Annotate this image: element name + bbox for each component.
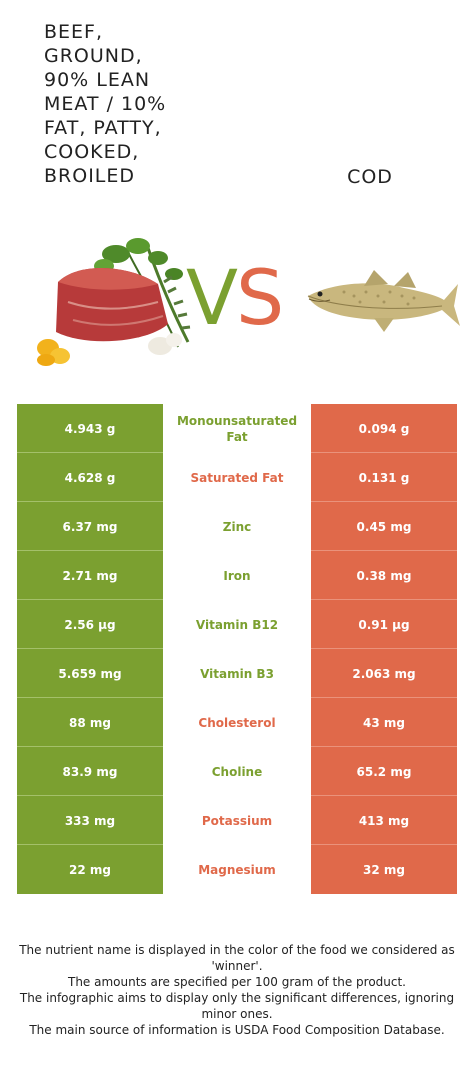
table-row: 5.659 mg Vitamin B3 2.063 mg: [17, 649, 457, 698]
footer-line-4: The main source of information is USDA F…: [29, 1023, 445, 1037]
row-divider-right: [311, 599, 457, 600]
nutrient-name: Magnesium: [163, 845, 311, 894]
left-value: 6.37 mg: [17, 502, 163, 551]
beef-image: [37, 238, 191, 366]
food-left-title: BEEF, GROUND, 90% LEAN MEAT / 10% FAT, P…: [44, 21, 167, 187]
row-divider-left: [17, 501, 163, 502]
row-divider-right: [311, 452, 457, 453]
cod-image: [307, 270, 460, 332]
row-divider-right: [311, 501, 457, 502]
left-value: 88 mg: [17, 698, 163, 747]
left-value: 4.943 g: [17, 404, 163, 453]
row-divider-right: [311, 550, 457, 551]
nutrient-name: Iron: [163, 551, 311, 600]
footer-line-2: The amounts are specified per 100 gram o…: [67, 975, 406, 989]
row-divider-left: [17, 844, 163, 845]
food-right-title: COD: [347, 166, 393, 188]
table-row: 2.56 µg Vitamin B12 0.91 µg: [17, 600, 457, 649]
row-divider-left: [17, 795, 163, 796]
table-row: 4.943 g Monounsaturated Fat 0.094 g: [17, 404, 457, 453]
table-row: 4.628 g Saturated Fat 0.131 g: [17, 453, 457, 502]
nutrient-name: Zinc: [163, 502, 311, 551]
row-divider-left: [17, 452, 163, 453]
right-value: 65.2 mg: [311, 747, 457, 796]
comparison-table: 4.943 g Monounsaturated Fat 0.094 g 4.628 g…: [17, 404, 457, 894]
row-divider-right: [311, 795, 457, 796]
row-divider-left: [17, 550, 163, 551]
right-value: 43 mg: [311, 698, 457, 747]
nutrient-name: Monounsaturated Fat: [163, 404, 311, 453]
nutrient-name: Vitamin B12: [163, 600, 311, 649]
right-value: 32 mg: [311, 845, 457, 894]
nutrient-name: Cholesterol: [163, 698, 311, 747]
right-value: 413 mg: [311, 796, 457, 845]
left-value: 5.659 mg: [17, 649, 163, 698]
left-value: 83.9 mg: [17, 747, 163, 796]
left-value: 22 mg: [17, 845, 163, 894]
footer-line-3: The infographic aims to display only the…: [19, 991, 455, 1021]
row-divider-right: [311, 746, 457, 747]
table-row: 22 mg Magnesium 32 mg: [17, 845, 457, 894]
row-divider-left: [17, 599, 163, 600]
left-value: 2.71 mg: [17, 551, 163, 600]
left-value: 333 mg: [17, 796, 163, 845]
nutrient-name: Choline: [163, 747, 311, 796]
nutrient-name: Saturated Fat: [163, 453, 311, 502]
table-row: 333 mg Potassium 413 mg: [17, 796, 457, 845]
table-row: 83.9 mg Choline 65.2 mg: [17, 747, 457, 796]
right-value: 0.131 g: [311, 453, 457, 502]
table-row: 6.37 mg Zinc 0.45 mg: [17, 502, 457, 551]
row-divider-right: [311, 844, 457, 845]
row-divider-left: [17, 648, 163, 649]
right-value: 0.91 µg: [311, 600, 457, 649]
right-value: 2.063 mg: [311, 649, 457, 698]
right-value: 0.094 g: [311, 404, 457, 453]
vs-label: V S: [186, 258, 296, 338]
right-value: 0.45 mg: [311, 502, 457, 551]
row-divider-left: [17, 746, 163, 747]
row-divider-right: [311, 648, 457, 649]
nutrient-name: Vitamin B3: [163, 649, 311, 698]
left-value: 2.56 µg: [17, 600, 163, 649]
nutrient-name: Potassium: [163, 796, 311, 845]
footer-notes: The nutrient name is displayed in the co…: [10, 942, 464, 1038]
table-row: 88 mg Cholesterol 43 mg: [17, 698, 457, 747]
right-value: 0.38 mg: [311, 551, 457, 600]
row-divider-left: [17, 697, 163, 698]
footer-line-1: The nutrient name is displayed in the co…: [19, 943, 455, 973]
vs-v: V: [186, 253, 238, 342]
vs-s: S: [236, 253, 285, 342]
table-row: 2.71 mg Iron 0.38 mg: [17, 551, 457, 600]
row-divider-right: [311, 697, 457, 698]
left-value: 4.628 g: [17, 453, 163, 502]
